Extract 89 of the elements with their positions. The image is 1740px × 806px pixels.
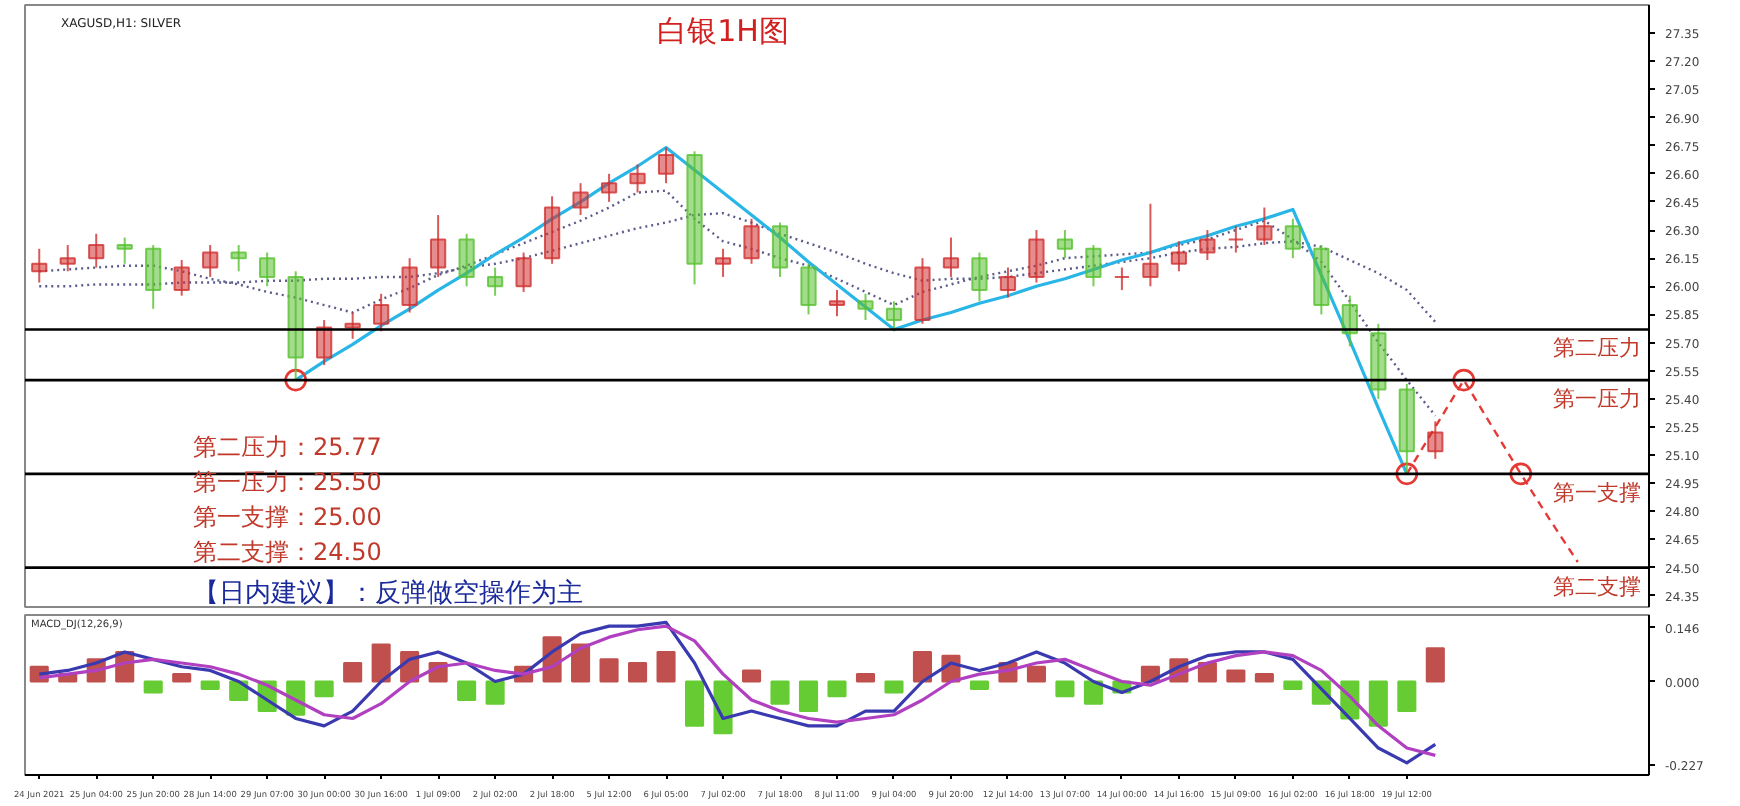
bar — [457, 680, 477, 701]
ref-line-label: 第二压力 — [1553, 335, 1641, 362]
bar — [713, 680, 733, 735]
candlestick — [230, 244, 247, 273]
bar — [1226, 669, 1246, 683]
bar — [741, 669, 762, 683]
bar — [1197, 662, 1217, 683]
candlestick — [31, 247, 48, 284]
candlestick — [971, 251, 988, 303]
bar — [172, 673, 192, 683]
bar — [1425, 647, 1445, 683]
bar — [1026, 665, 1046, 683]
candlestick — [59, 244, 76, 273]
candlestick — [885, 300, 903, 333]
candlestick — [1056, 229, 1074, 260]
bar — [770, 680, 790, 705]
candlestick — [1142, 202, 1159, 288]
candlestick — [173, 259, 190, 297]
candlestick — [771, 221, 789, 278]
candlestick — [458, 232, 475, 288]
candlestick — [999, 266, 1017, 299]
bar — [571, 643, 591, 683]
bar — [371, 643, 391, 683]
line-series — [294, 145, 1409, 476]
annotation: 第二支撑：24.50 — [193, 538, 382, 566]
candlestick — [430, 214, 447, 278]
candlestick — [1227, 225, 1244, 254]
bar — [1254, 673, 1274, 683]
candlestick — [316, 319, 333, 367]
candlestick — [1370, 322, 1387, 400]
candlestick — [942, 236, 960, 278]
bar — [969, 680, 989, 690]
candlestick — [914, 257, 931, 325]
bar — [343, 662, 363, 683]
bar — [143, 680, 163, 694]
candlestick — [629, 163, 646, 194]
candlestick — [259, 251, 276, 288]
candlestick — [116, 236, 133, 265]
chart-title: 白银1H图 — [657, 13, 789, 49]
bar — [1055, 680, 1075, 698]
candlestick — [743, 217, 760, 265]
ref-line-label: 第一支撑 — [1553, 479, 1641, 506]
candlestick — [145, 244, 162, 310]
candlestick — [373, 292, 390, 333]
candlestick — [515, 251, 532, 293]
candlestick — [1028, 229, 1045, 284]
candlestick — [1284, 217, 1301, 260]
bar — [827, 680, 847, 698]
candlestick — [828, 289, 846, 318]
candlestick — [202, 244, 219, 278]
candlestick — [486, 266, 504, 297]
candlestick — [1256, 206, 1273, 247]
ref-line-label: 第一压力 — [1553, 386, 1641, 413]
candlestick — [1313, 244, 1330, 316]
bar — [200, 680, 220, 690]
candlestick — [714, 247, 732, 278]
candlestick — [543, 195, 561, 265]
bar — [1397, 680, 1417, 713]
candlestick — [1170, 240, 1188, 273]
candlestick — [572, 182, 589, 217]
ref-line-label: 第二支撑 — [1553, 573, 1641, 600]
bar — [628, 662, 648, 683]
bar — [656, 650, 676, 683]
candlestick — [88, 232, 105, 269]
bar — [884, 680, 904, 694]
candlestick — [857, 292, 874, 322]
annotation: 第一压力：25.50 — [193, 468, 382, 496]
bar — [855, 673, 876, 683]
candlestick — [800, 262, 817, 316]
bar — [1368, 680, 1388, 727]
bar — [798, 680, 819, 713]
bar — [314, 680, 334, 698]
candlestick — [657, 146, 675, 185]
bar — [912, 650, 933, 683]
annotation: 第一支撑：25.00 — [193, 503, 382, 531]
candlestick — [600, 172, 618, 203]
bar — [485, 680, 505, 705]
annotation: 【日内建议】：反弹做空操作为主 — [193, 577, 583, 609]
bar — [1083, 680, 1103, 705]
bar — [599, 658, 619, 683]
candlestick — [1085, 244, 1102, 288]
bar — [1283, 680, 1303, 690]
candlestick — [1427, 420, 1444, 460]
candlestick — [686, 150, 703, 286]
annotation: 第二压力：25.77 — [193, 433, 382, 461]
candlestick — [1113, 266, 1131, 292]
bar — [685, 680, 705, 727]
candlestick — [401, 257, 418, 314]
candlestick — [1199, 229, 1216, 262]
